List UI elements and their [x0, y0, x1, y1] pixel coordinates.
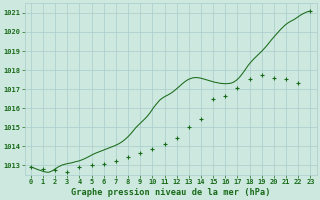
X-axis label: Graphe pression niveau de la mer (hPa): Graphe pression niveau de la mer (hPa): [71, 188, 270, 197]
